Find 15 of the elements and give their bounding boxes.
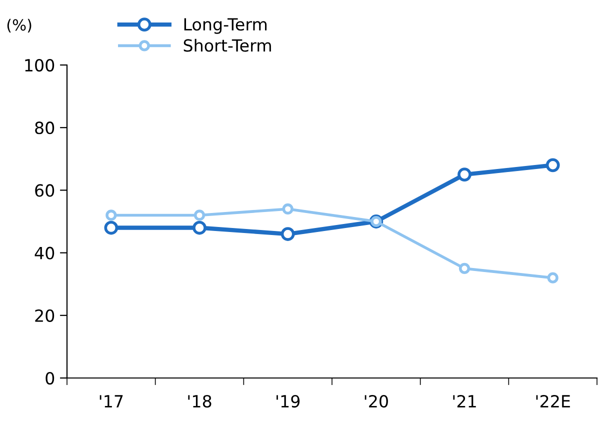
x-tick-label: '17 — [100, 395, 123, 408]
y-axis-title: (%) — [7, 18, 32, 33]
y-tick-label: 0 — [46, 372, 54, 385]
legend-label: Short-Term — [184, 38, 271, 52]
x-tick-label: '20 — [364, 394, 388, 408]
x-tick-label: '18 — [188, 394, 212, 408]
y-tick-label: 40 — [34, 246, 54, 260]
y-tick-label: 60 — [35, 184, 54, 197]
y-tick-label: 100 — [25, 58, 54, 72]
x-tick-label: '22E — [536, 394, 570, 408]
legend-label: Long-Term — [184, 18, 267, 34]
y-tick-label: 20 — [35, 309, 54, 322]
x-tick-label: '19 — [276, 394, 300, 408]
x-tick-label: '21 — [453, 394, 476, 408]
y-tick-label: 80 — [35, 122, 54, 134]
